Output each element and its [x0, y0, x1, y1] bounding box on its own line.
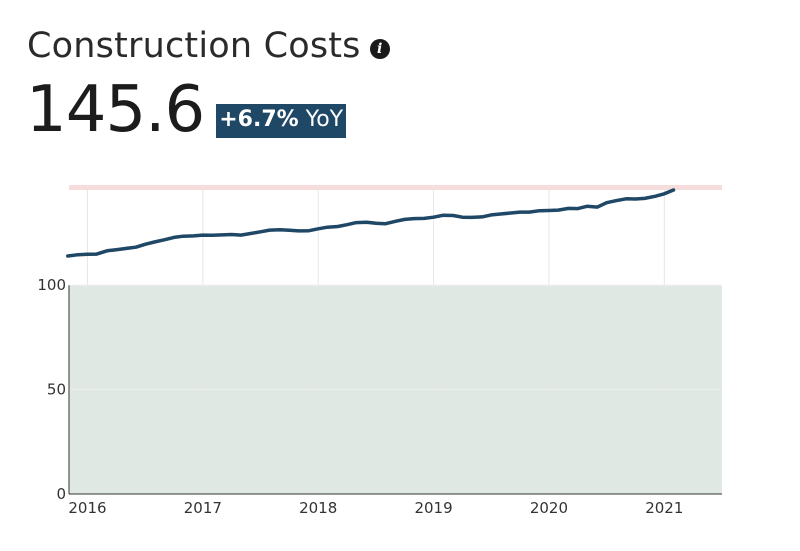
x-tick-label-2017: 2017 — [184, 499, 222, 517]
chart-bands — [69, 185, 722, 494]
y-tick-label-0: 0 — [56, 485, 66, 503]
yoy-change-value: +6.7% — [219, 107, 299, 132]
x-tick-label-2018: 2018 — [299, 499, 337, 517]
yoy-change-suffix: YoY — [305, 107, 344, 132]
x-tick-label-2021: 2021 — [645, 499, 683, 517]
chart-title: Construction Costs — [27, 26, 361, 66]
current-value: 145.6 — [26, 73, 205, 147]
band-1 — [69, 185, 722, 191]
chart-series — [66, 188, 676, 258]
x-tick-label-2020: 2020 — [530, 499, 568, 517]
info-icon[interactable]: i — [369, 39, 390, 59]
chart-axes: 2016 2017 2018 2019 2020 2021 0 50 100 — [37, 276, 722, 517]
chart-grid — [69, 185, 722, 494]
y-tick-label-100: 100 — [37, 276, 66, 294]
y-tick-label-50: 50 — [47, 381, 66, 399]
yoy-change-badge: +6.7% YoY — [216, 104, 347, 138]
series-line-0 — [66, 188, 676, 258]
title-row: Construction Costs i — [27, 26, 390, 66]
x-tick-label-2019: 2019 — [414, 499, 452, 517]
value-row: 145.6 +6.7% YoY — [26, 73, 347, 147]
x-tick-label-2016: 2016 — [68, 499, 106, 517]
